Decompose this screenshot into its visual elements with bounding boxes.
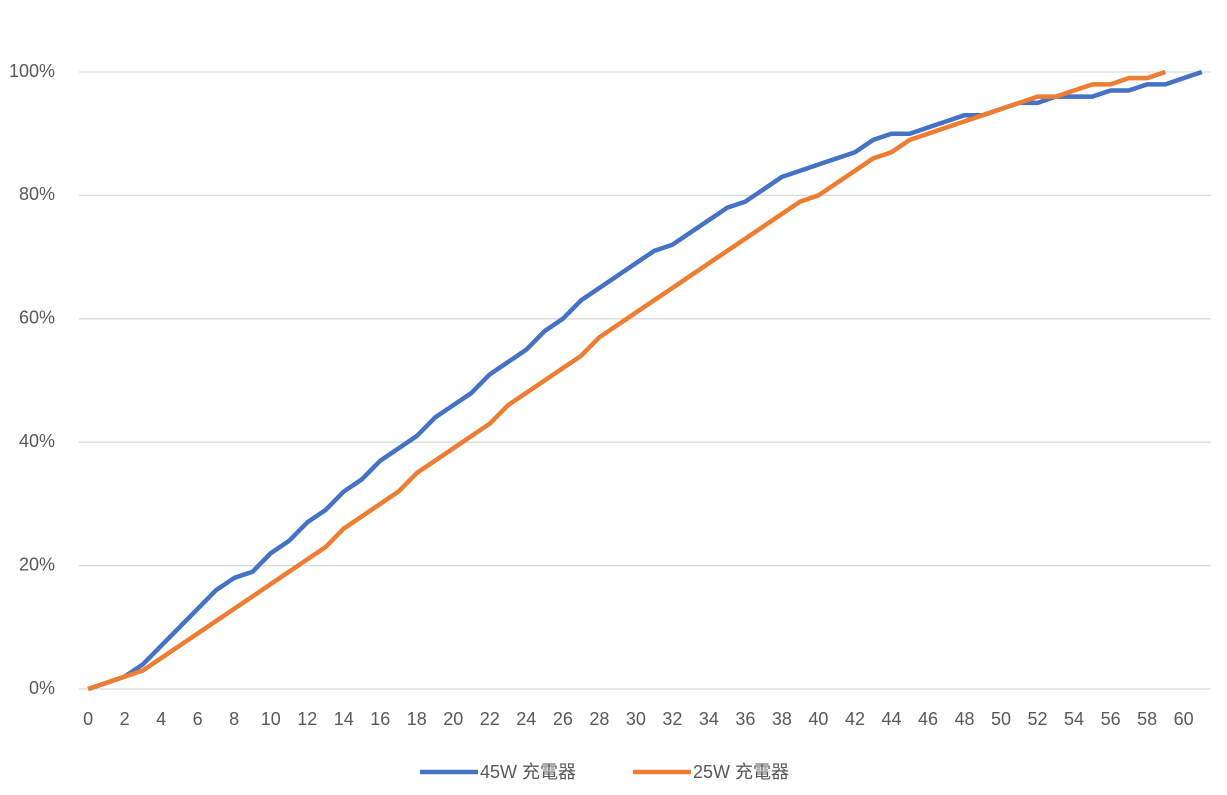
x-tick-label: 0 bbox=[83, 709, 93, 729]
x-tick-label: 58 bbox=[1137, 709, 1157, 729]
x-tick-label: 32 bbox=[662, 709, 682, 729]
legend-label: 45W 充電器 bbox=[480, 762, 576, 782]
x-tick-label: 46 bbox=[918, 709, 938, 729]
x-tick-label: 26 bbox=[553, 709, 573, 729]
x-tick-label: 50 bbox=[991, 709, 1011, 729]
x-tick-label: 38 bbox=[772, 709, 792, 729]
x-tick-label: 42 bbox=[845, 709, 865, 729]
x-tick-label: 8 bbox=[229, 709, 239, 729]
y-tick-label: 40% bbox=[19, 431, 55, 451]
x-tick-label: 18 bbox=[407, 709, 427, 729]
x-tick-label: 24 bbox=[516, 709, 536, 729]
x-tick-label: 14 bbox=[334, 709, 354, 729]
x-tick-label: 60 bbox=[1174, 709, 1194, 729]
x-tick-label: 16 bbox=[370, 709, 390, 729]
x-tick-label: 22 bbox=[480, 709, 500, 729]
x-tick-label: 4 bbox=[156, 709, 166, 729]
x-tick-label: 52 bbox=[1028, 709, 1048, 729]
legend-label: 25W 充電器 bbox=[693, 762, 789, 782]
x-tick-label: 20 bbox=[443, 709, 463, 729]
x-tick-label: 10 bbox=[261, 709, 281, 729]
y-tick-label: 80% bbox=[19, 184, 55, 204]
x-tick-label: 30 bbox=[626, 709, 646, 729]
y-tick-label: 60% bbox=[19, 308, 55, 328]
x-tick-label: 28 bbox=[589, 709, 609, 729]
x-tick-label: 44 bbox=[881, 709, 901, 729]
x-tick-label: 34 bbox=[699, 709, 719, 729]
x-tick-label: 2 bbox=[120, 709, 130, 729]
x-tick-label: 6 bbox=[193, 709, 203, 729]
x-tick-label: 12 bbox=[297, 709, 317, 729]
x-tick-label: 36 bbox=[735, 709, 755, 729]
x-tick-label: 48 bbox=[955, 709, 975, 729]
x-tick-label: 40 bbox=[808, 709, 828, 729]
y-tick-label: 0% bbox=[29, 678, 55, 698]
x-tick-label: 54 bbox=[1064, 709, 1084, 729]
data-line bbox=[87, 69, 1167, 692]
y-tick-label: 100% bbox=[9, 61, 55, 81]
x-tick-label: 56 bbox=[1101, 709, 1121, 729]
y-tick-label: 20% bbox=[19, 554, 55, 574]
